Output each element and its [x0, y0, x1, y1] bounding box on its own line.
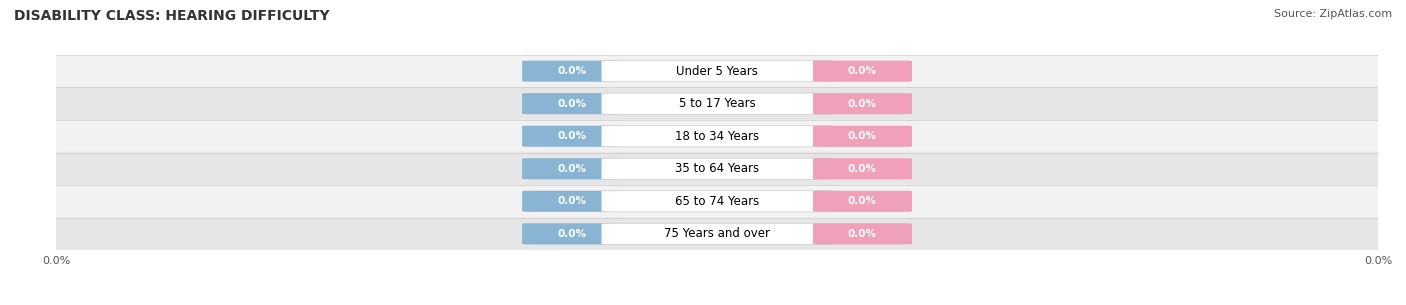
FancyBboxPatch shape [522, 223, 621, 244]
Text: 75 Years and over: 75 Years and over [664, 227, 770, 240]
FancyBboxPatch shape [522, 191, 621, 212]
Text: 0.0%: 0.0% [848, 131, 877, 141]
Text: DISABILITY CLASS: HEARING DIFFICULTY: DISABILITY CLASS: HEARING DIFFICULTY [14, 9, 329, 23]
FancyBboxPatch shape [602, 93, 832, 114]
Text: 5 to 17 Years: 5 to 17 Years [679, 97, 755, 110]
FancyBboxPatch shape [522, 61, 621, 82]
Text: 35 to 64 Years: 35 to 64 Years [675, 162, 759, 175]
FancyBboxPatch shape [522, 158, 621, 179]
Text: 0.0%: 0.0% [848, 99, 877, 109]
Text: 18 to 34 Years: 18 to 34 Years [675, 130, 759, 143]
Text: 0.0%: 0.0% [848, 164, 877, 174]
FancyBboxPatch shape [813, 126, 912, 147]
Text: 0.0%: 0.0% [557, 66, 586, 76]
FancyBboxPatch shape [602, 223, 832, 244]
Text: Under 5 Years: Under 5 Years [676, 65, 758, 78]
FancyBboxPatch shape [602, 126, 832, 147]
Text: 0.0%: 0.0% [557, 229, 586, 239]
Bar [56, 217, 1378, 250]
Bar [56, 185, 1378, 217]
FancyBboxPatch shape [522, 126, 621, 147]
Bar [56, 88, 1378, 120]
Text: 0.0%: 0.0% [557, 196, 586, 206]
Text: 0.0%: 0.0% [557, 164, 586, 174]
Bar [56, 120, 1378, 152]
Text: Source: ZipAtlas.com: Source: ZipAtlas.com [1274, 9, 1392, 19]
Text: 0.0%: 0.0% [848, 66, 877, 76]
Bar [56, 152, 1378, 185]
FancyBboxPatch shape [813, 191, 912, 212]
FancyBboxPatch shape [813, 93, 912, 114]
Text: 0.0%: 0.0% [848, 196, 877, 206]
FancyBboxPatch shape [813, 61, 912, 82]
FancyBboxPatch shape [602, 61, 832, 82]
FancyBboxPatch shape [602, 191, 832, 212]
FancyBboxPatch shape [813, 158, 912, 179]
FancyBboxPatch shape [522, 93, 621, 114]
Bar [56, 55, 1378, 88]
Text: 0.0%: 0.0% [557, 131, 586, 141]
FancyBboxPatch shape [602, 158, 832, 179]
Text: 0.0%: 0.0% [848, 229, 877, 239]
Text: 65 to 74 Years: 65 to 74 Years [675, 195, 759, 208]
Text: 0.0%: 0.0% [557, 99, 586, 109]
FancyBboxPatch shape [813, 223, 912, 244]
